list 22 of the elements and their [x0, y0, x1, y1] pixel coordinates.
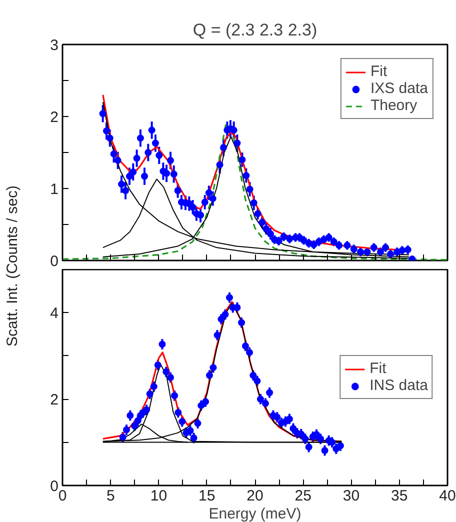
x-tick-label: 35	[391, 488, 408, 504]
y-tick-label: 4	[50, 305, 58, 322]
legend-label: Theory	[370, 97, 418, 114]
y-tick-label: 2	[50, 392, 58, 409]
y-tick-label: 2	[50, 109, 58, 126]
y-tick-label: 0	[50, 253, 58, 270]
x-tick-label: 20	[246, 488, 264, 504]
legend-label: Fit	[370, 63, 388, 80]
x-tick-label: 15	[198, 488, 216, 504]
x-axis-title: Energy (meV)	[208, 506, 302, 522]
y-axis-title: Scatt. Int. (Counts / sec)	[4, 186, 22, 346]
legend-label: INS data	[370, 377, 428, 394]
x-tick-label: 5	[106, 488, 115, 504]
legend-label: IXS data	[370, 80, 428, 97]
chart-title: Q = (2.3 2.3 2.3)	[192, 20, 318, 40]
y-tick-label: 1	[50, 181, 58, 198]
y-tick-label: 3	[50, 37, 58, 54]
x-tick-label: 30	[342, 488, 360, 504]
x-tick-label: 25	[294, 488, 312, 504]
x-tick-label: 40	[439, 488, 456, 504]
legend-label: Fit	[370, 360, 388, 377]
x-tick-label: 10	[150, 488, 168, 504]
